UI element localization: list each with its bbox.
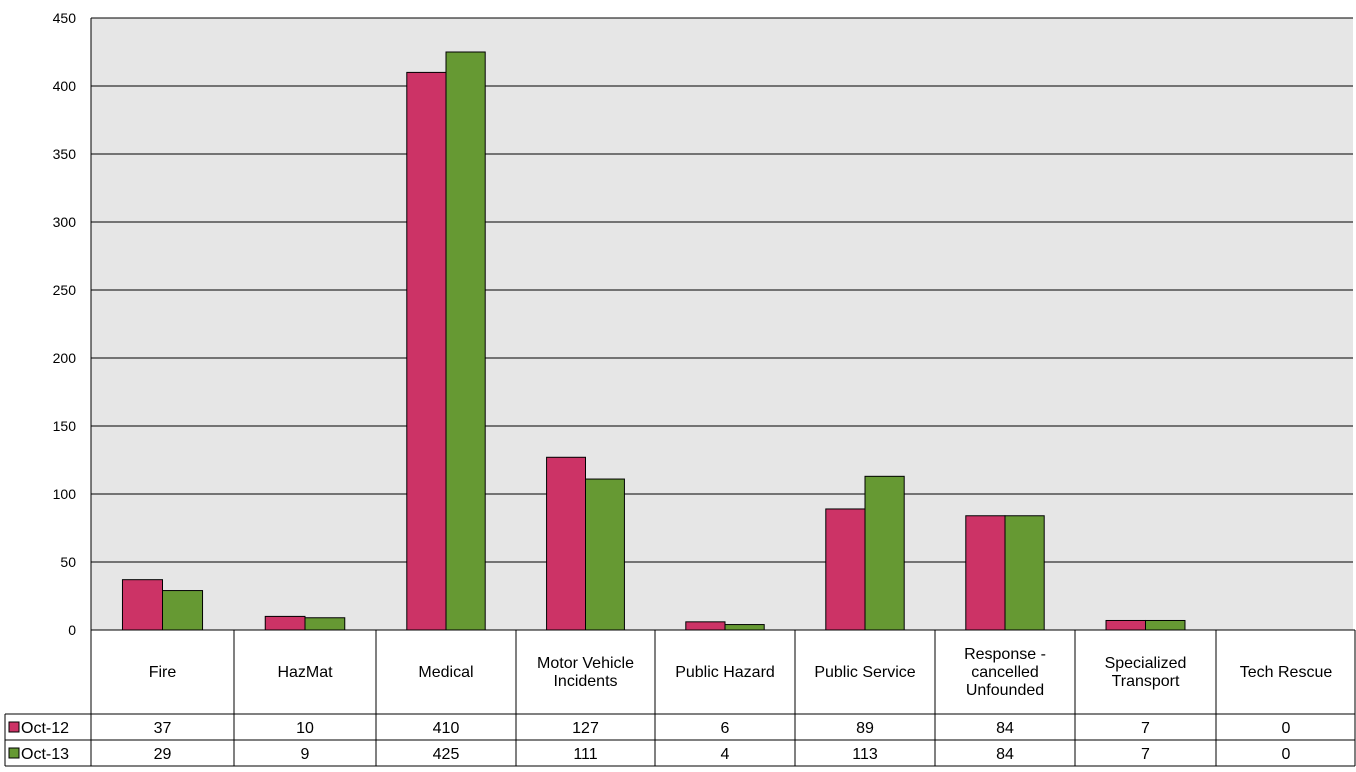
data-table-value: 0 bbox=[1282, 720, 1291, 737]
bar bbox=[1145, 619, 1186, 631]
legend-swatch bbox=[8, 721, 20, 733]
y-tick-label: 150 bbox=[53, 418, 77, 434]
x-category-label: Response -cancelled Unfounded bbox=[964, 646, 1046, 699]
gridlines bbox=[90, 17, 1353, 631]
x-category-label: HazMat bbox=[277, 664, 333, 681]
x-category-label: Public Service bbox=[814, 664, 915, 681]
x-category-label-line: Public Service bbox=[814, 664, 915, 681]
y-tick-label: 300 bbox=[53, 214, 77, 230]
data-table-value: 37 bbox=[154, 720, 172, 737]
data-table-value: 113 bbox=[852, 746, 878, 763]
data-table-value: 6 bbox=[721, 720, 730, 737]
data-table-value: 0 bbox=[1282, 746, 1291, 763]
x-category-label-line: Motor Vehicle bbox=[537, 655, 634, 672]
data-table-value: 84 bbox=[996, 746, 1014, 763]
bar bbox=[304, 617, 346, 631]
data-table-value: 4 bbox=[721, 746, 730, 763]
y-axis-tick-labels: 0 50 100 150 200 250 300 350 400 450 bbox=[53, 10, 77, 638]
data-table-value: 84 bbox=[996, 720, 1014, 737]
x-category-label: Motor Vehicle Incidents bbox=[537, 655, 634, 690]
bar bbox=[1105, 619, 1147, 631]
x-category-label-line: Specialized bbox=[1105, 655, 1187, 672]
data-table-value: 111 bbox=[573, 746, 597, 763]
x-category-label-line: Public Hazard bbox=[675, 664, 775, 681]
y-tick-label: 50 bbox=[60, 554, 76, 570]
data-table-value: 7 bbox=[1141, 720, 1150, 737]
y-tick-label: 350 bbox=[53, 146, 77, 162]
data-table-value: 410 bbox=[433, 720, 460, 737]
data-table: Fire HazMat Medical Motor Vehicle Incidents P… bbox=[4, 629, 1356, 767]
bar bbox=[264, 615, 306, 631]
y-tick-label: 0 bbox=[68, 622, 76, 638]
x-category-label-line: Transport bbox=[1112, 673, 1180, 690]
x-category-label-line: Tech Rescue bbox=[1240, 664, 1333, 681]
x-category-label: Tech Rescue bbox=[1240, 664, 1333, 681]
x-category-label-line: Response - bbox=[964, 646, 1046, 663]
bar bbox=[445, 51, 486, 631]
legend-label: Oct-12 bbox=[21, 720, 69, 737]
bar bbox=[162, 590, 204, 631]
data-table-value: 89 bbox=[856, 720, 874, 737]
x-category-label: Fire bbox=[149, 664, 177, 681]
y-tick-label: 200 bbox=[53, 350, 77, 366]
bar bbox=[965, 515, 1006, 631]
data-table-value: 127 bbox=[572, 720, 599, 737]
x-category-label-line: Fire bbox=[149, 664, 177, 681]
bar bbox=[121, 579, 163, 631]
bar bbox=[864, 475, 905, 631]
bar bbox=[825, 508, 866, 631]
bar bbox=[406, 71, 447, 631]
x-category-label-line: HazMat bbox=[277, 664, 333, 681]
plot-area-background bbox=[91, 18, 1353, 630]
x-category-label: Medical bbox=[418, 664, 473, 681]
y-tick-label: 100 bbox=[53, 486, 77, 502]
y-tick-label: 400 bbox=[53, 78, 77, 94]
data-table-value: 29 bbox=[154, 746, 172, 763]
x-category-label-line: Medical bbox=[418, 664, 473, 681]
legend-swatch bbox=[8, 747, 20, 759]
legend-label: Oct-13 bbox=[21, 746, 69, 763]
data-table-value: 7 bbox=[1141, 746, 1150, 763]
bar bbox=[685, 621, 726, 631]
bar bbox=[585, 478, 625, 631]
data-table-value: 9 bbox=[301, 746, 310, 763]
bar bbox=[1004, 515, 1045, 631]
data-table-value: 10 bbox=[296, 720, 314, 737]
x-category-label-line: Incidents bbox=[553, 673, 617, 690]
x-category-label: Public Hazard bbox=[675, 664, 775, 681]
data-table-value: 425 bbox=[433, 746, 460, 763]
x-category-label-line: Unfounded bbox=[966, 682, 1044, 699]
x-category-label: Specialized Transport bbox=[1105, 655, 1187, 690]
bar bbox=[724, 624, 765, 631]
x-category-label-line: cancelled bbox=[971, 664, 1039, 681]
y-tick-label: 250 bbox=[53, 282, 77, 298]
bar bbox=[546, 456, 587, 631]
y-tick-label: 450 bbox=[53, 10, 77, 26]
bars bbox=[121, 51, 1186, 631]
